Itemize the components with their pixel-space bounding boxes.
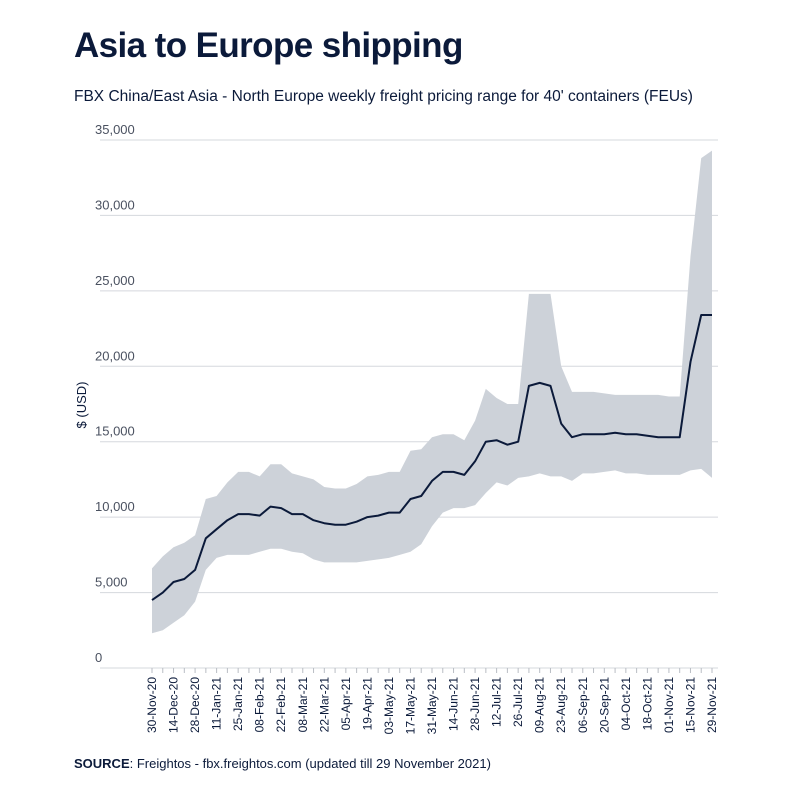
x-tick-label: 28-Dec-20 — [188, 677, 202, 733]
x-tick-label: 30-Nov-20 — [145, 677, 159, 733]
y-tick-label: 10,000 — [95, 499, 135, 514]
chart-subtitle: FBX China/East Asia - North Europe weekl… — [74, 88, 693, 105]
x-tick-label: 08-Mar-21 — [296, 677, 310, 733]
source-note: SOURCE: Freightos - fbx.freightos.com (u… — [74, 756, 491, 771]
x-tick-label: 06-Sep-21 — [576, 677, 590, 733]
x-tick-label: 17-May-21 — [404, 677, 418, 735]
chart-title: Asia to Europe shipping — [74, 26, 463, 65]
x-tick-label: 15-Nov-21 — [684, 677, 698, 733]
x-tick-label: 03-May-21 — [382, 677, 396, 735]
x-tick-label: 28-Jun-21 — [468, 677, 482, 731]
price-range-band — [152, 150, 712, 634]
y-axis-ticks: 0 5,000 10,000 15,000 20,000 25,000 30,000 35,0… — [95, 122, 135, 665]
x-tick-label: 14-Jun-21 — [447, 677, 461, 731]
x-tick-label: 22-Mar-21 — [317, 677, 331, 733]
source-label: SOURCE — [74, 756, 130, 771]
x-tick-label: 19-Apr-21 — [360, 677, 374, 731]
x-tick-label: 31-May-21 — [425, 677, 439, 735]
x-tick-label: 29-Nov-21 — [705, 677, 719, 733]
average-line — [151, 314, 712, 601]
x-tick-label: 01-Nov-21 — [662, 677, 676, 733]
y-tick-label: 0 — [95, 650, 102, 665]
x-tick-label: 22-Feb-21 — [274, 677, 288, 733]
x-axis-ticks: 30-Nov-20 14-Dec-20 28-Dec-20 11-Jan-21 25-J… — [145, 668, 719, 734]
x-tick-label: 04-Oct-21 — [619, 677, 633, 731]
y-axis-label: $ (USD) — [74, 382, 89, 429]
y-tick-label: 25,000 — [95, 273, 135, 288]
x-tick-label: 26-Jul-21 — [511, 677, 525, 727]
x-tick-label: 18-Oct-21 — [640, 677, 654, 731]
y-tick-label: 30,000 — [95, 197, 135, 212]
y-tick-label: 5,000 — [95, 575, 128, 590]
x-tick-label: 09-Aug-21 — [533, 677, 547, 733]
average-price-line — [151, 314, 712, 601]
source-text: : Freightos - fbx.freightos.com (updated… — [129, 756, 491, 771]
y-tick-label: 15,000 — [95, 424, 135, 439]
x-tick-label: 23-Aug-21 — [554, 677, 568, 733]
x-tick-label: 25-Jan-21 — [231, 677, 245, 731]
x-tick-label: 14-Dec-20 — [167, 677, 181, 733]
y-tick-label: 20,000 — [95, 348, 135, 363]
x-tick-label: 11-Jan-21 — [210, 677, 224, 730]
x-tick-label: 05-Apr-21 — [339, 677, 353, 731]
y-tick-label: 35,000 — [95, 122, 135, 137]
x-tick-label: 08-Feb-21 — [253, 677, 267, 733]
x-tick-label: 20-Sep-21 — [597, 677, 611, 733]
range-band-area — [152, 150, 712, 634]
x-tick-label: 12-Jul-21 — [490, 677, 504, 727]
